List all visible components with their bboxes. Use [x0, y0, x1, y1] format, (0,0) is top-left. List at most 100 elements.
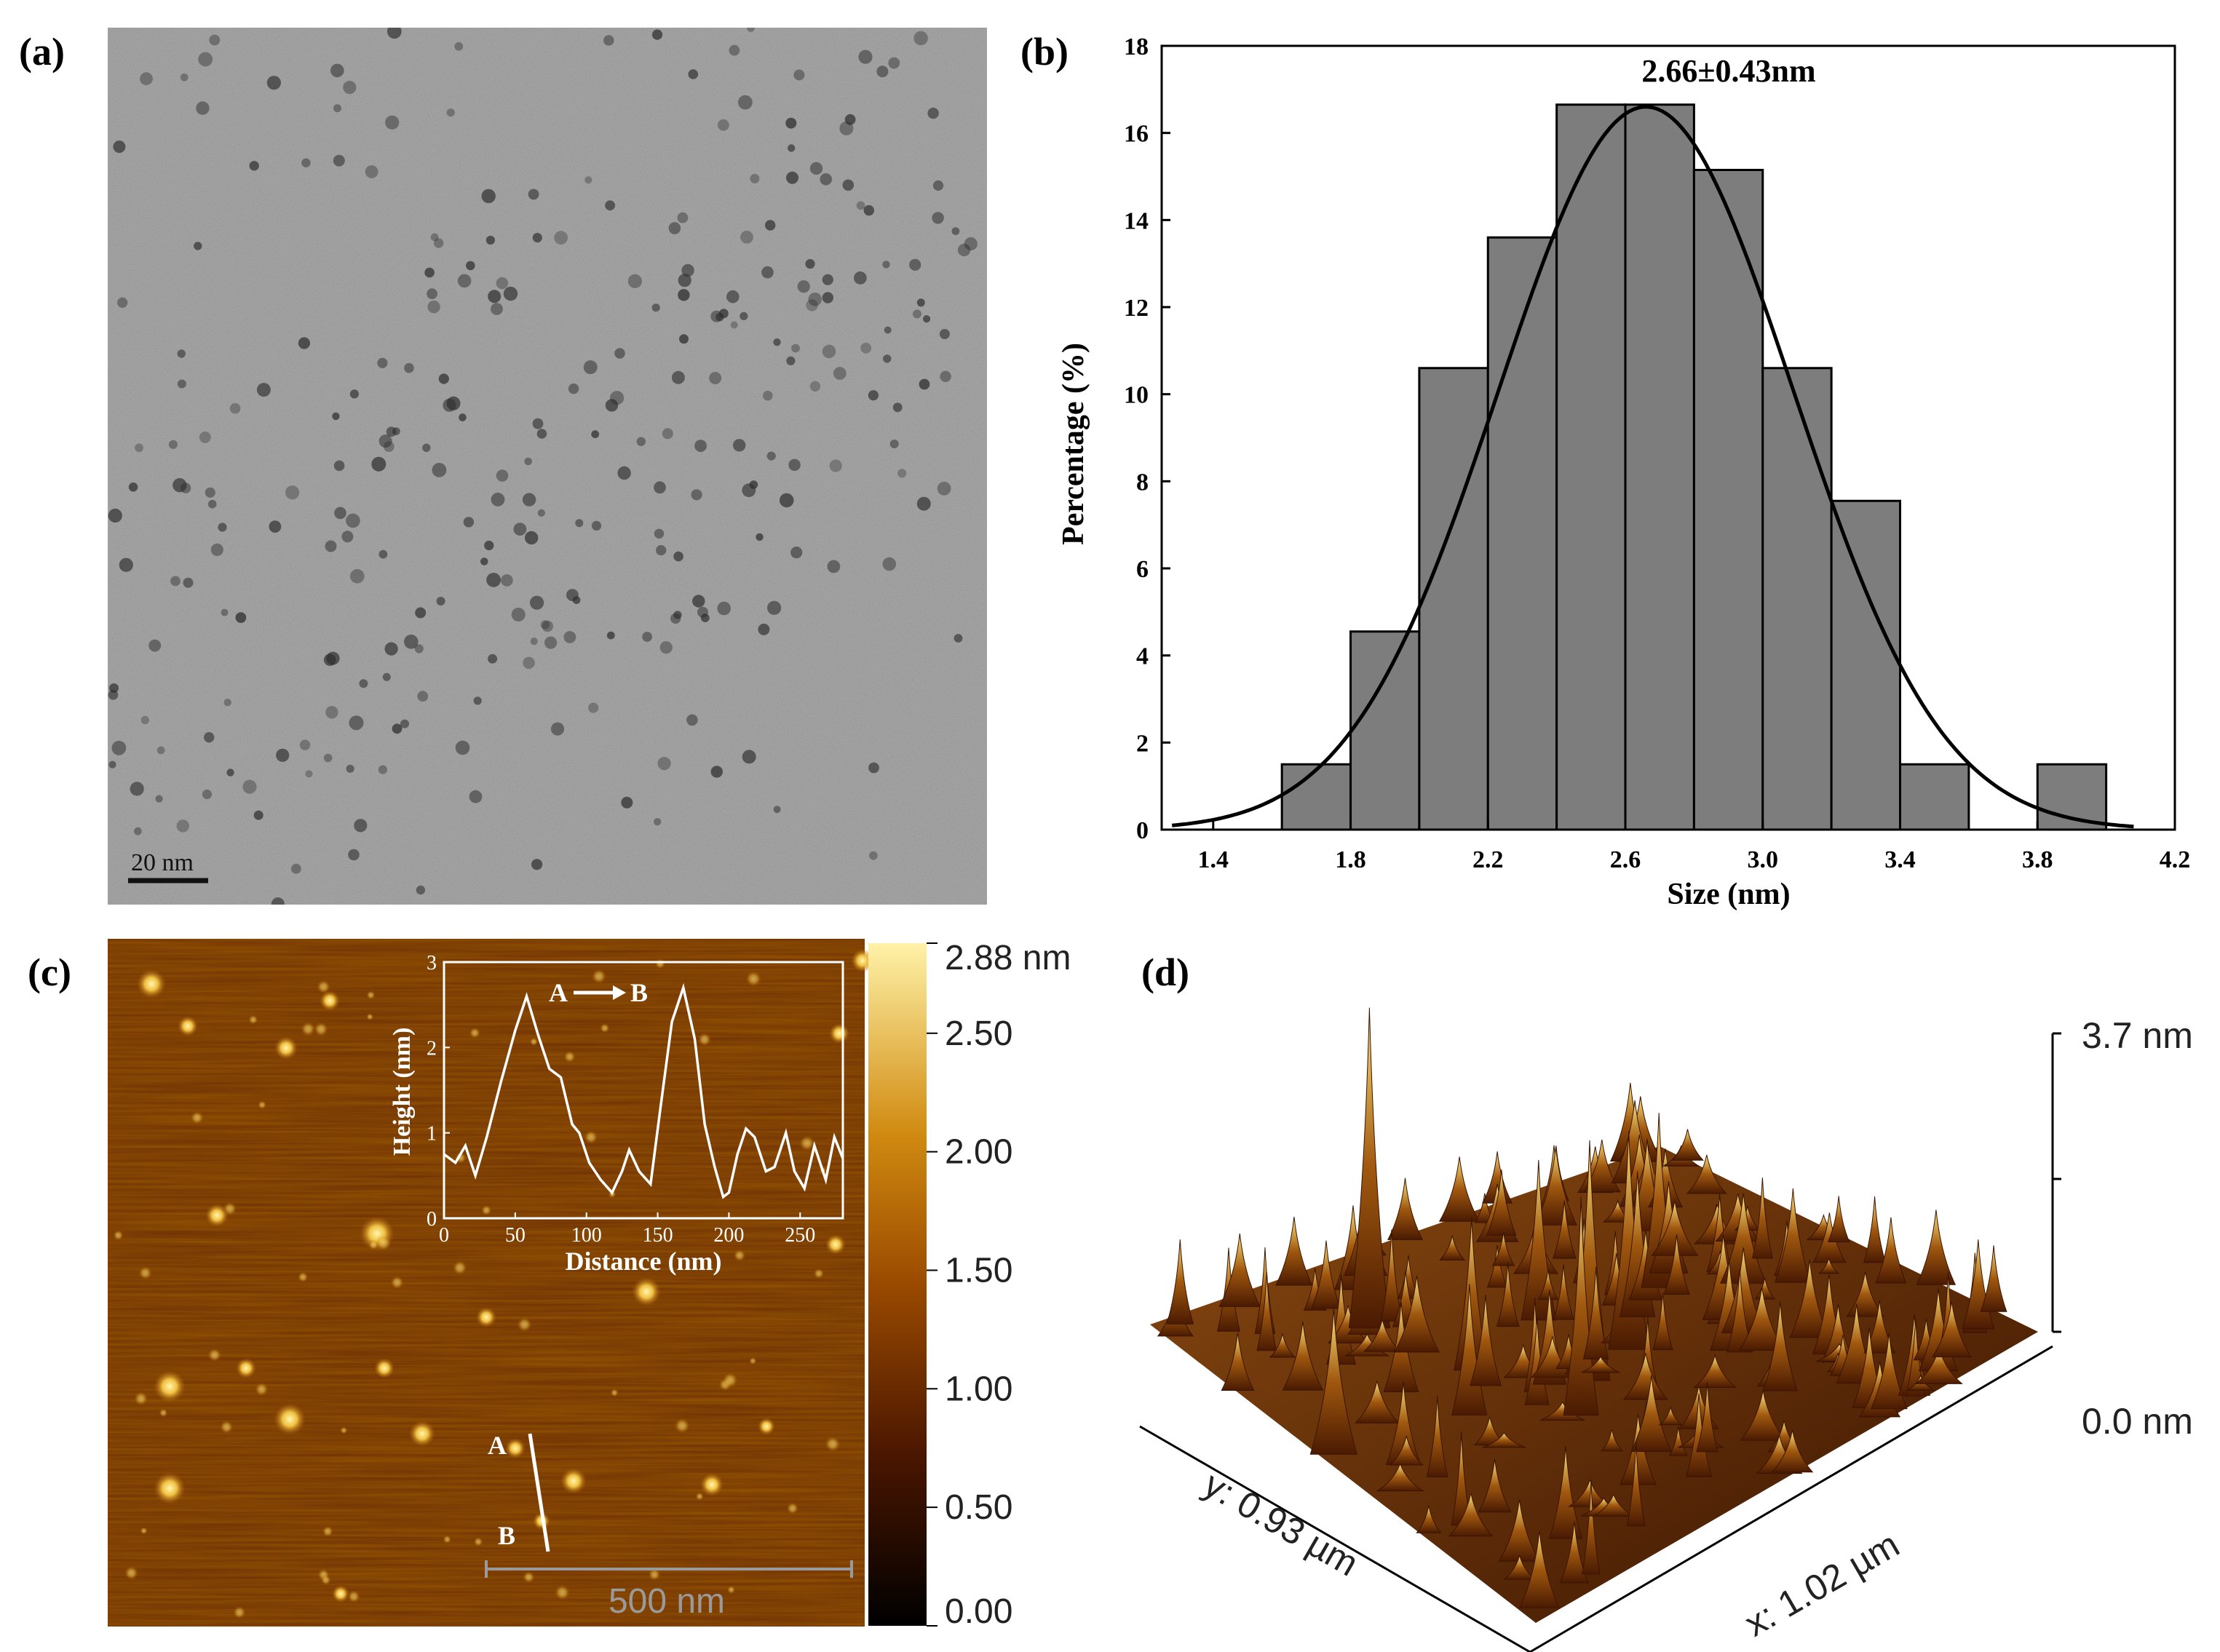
surface-peak [1592, 1493, 1636, 1517]
tem-particle [140, 715, 149, 725]
afm-particle [786, 1502, 799, 1514]
tem-particle [654, 528, 665, 539]
gaussian-fit-curve [1171, 105, 2134, 829]
tem-particle [668, 222, 681, 234]
surface-peak [1482, 1151, 1513, 1204]
afm-particle [749, 1357, 757, 1365]
inset-y-tick-label: 1 [427, 1123, 437, 1145]
tem-particle [854, 271, 867, 285]
tem-particle [530, 595, 544, 610]
tem-particle [605, 200, 615, 211]
tem-particle [572, 596, 581, 604]
x-axis-title: x: 1.02 µm [1738, 1524, 1906, 1645]
tem-particle [199, 431, 211, 443]
tem-particle [422, 443, 431, 452]
surface-peak [1387, 1178, 1424, 1240]
surface-peak [1491, 1231, 1515, 1266]
tem-particle [180, 73, 189, 82]
tem-particle [530, 638, 538, 646]
plot-frame [1160, 44, 2176, 831]
y-tick-label: 18 [1124, 33, 1149, 60]
afm-particle [376, 1235, 392, 1251]
surface-peak [1658, 1405, 1683, 1426]
height-profile-inset: 0 50 100 150 200 250 0 1 2 3 Distance (nm) Heigh… [389, 952, 844, 1276]
afm-particle [591, 969, 607, 984]
tem-particle [119, 557, 133, 572]
inset-y-ticks: 0 1 2 3 [427, 952, 450, 1231]
tem-particle [614, 348, 625, 359]
inset-x-ticks: 0 50 100 150 200 250 [439, 1212, 815, 1247]
tem-particle [177, 379, 186, 389]
tem-particle [884, 326, 892, 334]
tem-particle [763, 390, 773, 401]
surface-peak [1218, 1233, 1261, 1307]
afm-particle [727, 1585, 736, 1595]
surface-peak [1668, 1426, 1688, 1456]
y-tick-label: 2 [1136, 730, 1149, 757]
tem-particle [868, 762, 879, 774]
tem-particle [229, 402, 241, 414]
tem-particle [822, 274, 833, 285]
afm-particle [366, 1013, 374, 1021]
tem-particle [694, 440, 707, 452]
y-tick-label: 10 [1124, 382, 1149, 409]
tem-particle [651, 303, 660, 312]
afm-particle [443, 1535, 452, 1544]
afm-particle [473, 1537, 483, 1546]
tem-particle [177, 349, 186, 358]
tem-particle [202, 789, 212, 800]
inset-label-b: B [630, 978, 648, 1007]
tem-particle [377, 357, 388, 368]
tem-particle [170, 576, 181, 587]
panel-label-b: (b) [1020, 30, 1069, 74]
tem-particle [332, 412, 340, 421]
tem-particle [457, 274, 472, 288]
tem-particle [354, 819, 368, 833]
tem-particle [205, 487, 215, 498]
tem-particle [677, 212, 689, 223]
afm-particle [825, 1436, 841, 1452]
afm-particles [113, 949, 875, 1619]
tem-particle [822, 292, 833, 303]
surface-peak [1548, 1446, 1583, 1539]
tem-particle [568, 384, 579, 394]
tem-particle [130, 782, 144, 796]
afm-particle [560, 1468, 587, 1494]
tem-particle [691, 489, 702, 501]
surface-peak [1706, 1194, 1733, 1272]
afm-particle [563, 1050, 576, 1063]
tem-particle [235, 612, 247, 623]
tem-particle [522, 493, 536, 507]
afm-particle [320, 1574, 331, 1586]
tem-particle [305, 770, 313, 778]
tem-particle [348, 849, 360, 861]
tem-particle [916, 496, 931, 511]
tem-particle [343, 81, 357, 95]
tem-particle [485, 235, 496, 245]
tem-particle [773, 806, 781, 814]
tem-particle [717, 601, 731, 616]
afm-particle [610, 1389, 619, 1397]
tem-particle [196, 101, 210, 115]
inset-label-a: A [549, 978, 568, 1007]
tem-particle [446, 108, 455, 117]
tem-particle [657, 757, 671, 771]
tem-particle [135, 443, 143, 453]
afm-particle [481, 1204, 492, 1216]
tem-particle [523, 656, 535, 670]
tem-particle [842, 179, 855, 191]
tem-particle [180, 483, 191, 493]
colorbar [868, 943, 927, 1626]
tem-particle [427, 301, 440, 314]
tem-particle [346, 513, 360, 528]
tem-particle [627, 274, 643, 288]
tem-particle [790, 547, 803, 559]
tem-particle [588, 702, 599, 713]
tem-particle [168, 440, 178, 449]
surface-peak [1534, 1147, 1577, 1226]
tem-particle [537, 509, 545, 517]
surface-peak [1663, 1234, 1690, 1295]
tem-particle [882, 261, 890, 269]
tem-particle [951, 227, 960, 235]
tem-particle [662, 428, 673, 440]
